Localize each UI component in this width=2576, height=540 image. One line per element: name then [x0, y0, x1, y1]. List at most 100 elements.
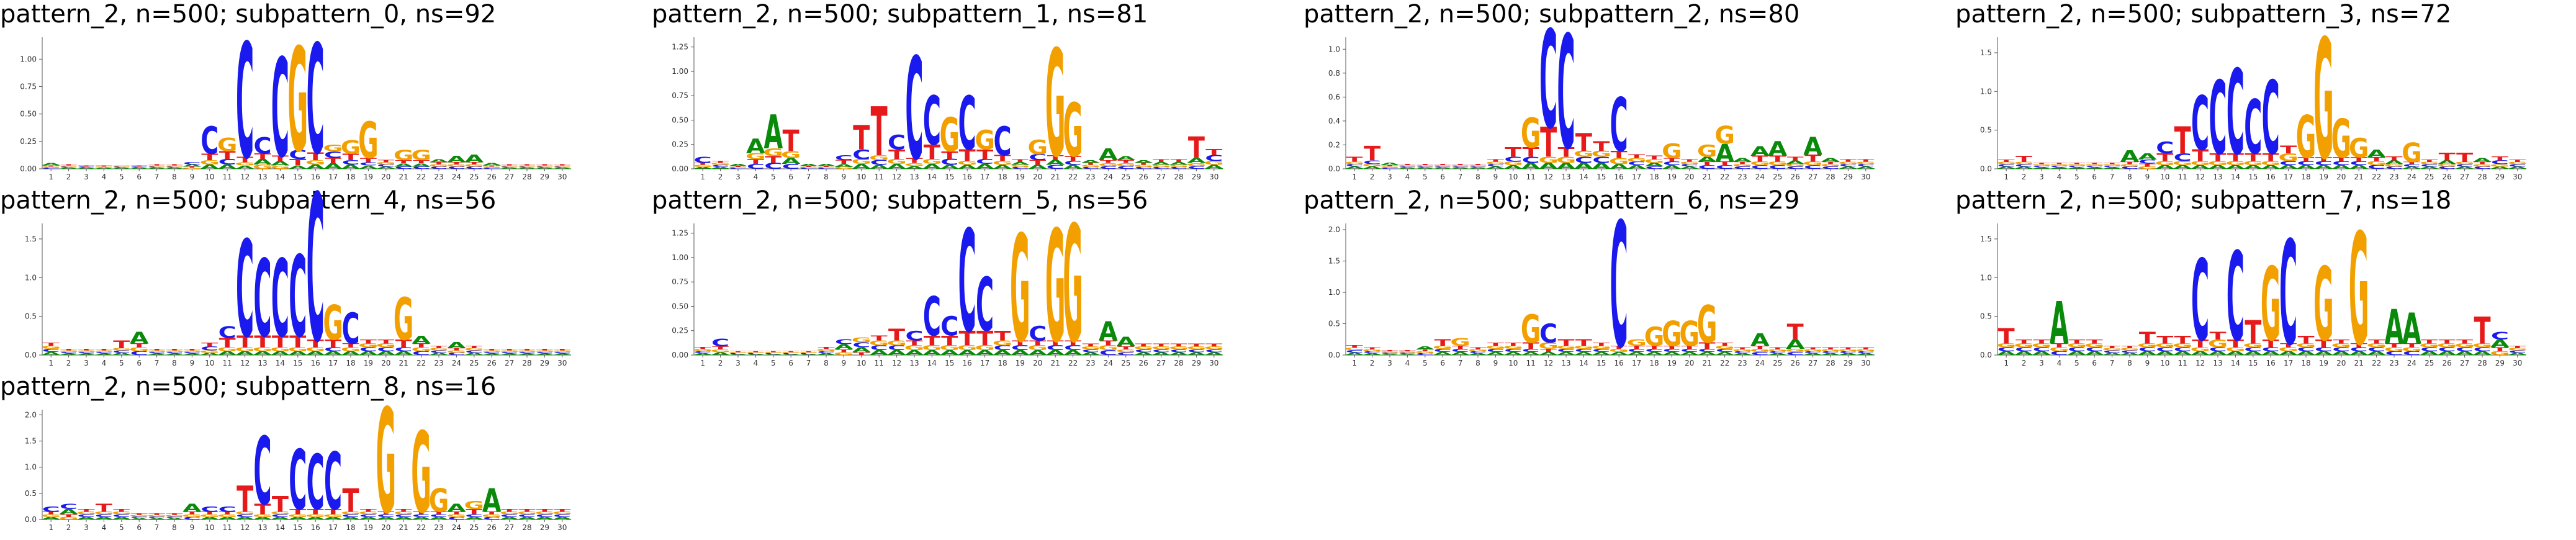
- logo-letter-T: T: [1716, 161, 1734, 166]
- x-tick-label: 21: [399, 359, 408, 367]
- logo-letter-C: C: [553, 513, 571, 518]
- logo-letter-C: C: [835, 154, 853, 162]
- logo-letter-A: A: [1169, 351, 1189, 356]
- logo-letter-T: T: [712, 346, 729, 350]
- logo-letter-G: G: [2349, 200, 2369, 380]
- x-tick-label: 19: [2319, 173, 2328, 181]
- x-tick-label: 16: [1615, 359, 1624, 367]
- x-tick-label: 24: [1755, 173, 1765, 181]
- x-tick-label: 5: [119, 359, 124, 367]
- logo-letter-T: T: [1646, 345, 1663, 350]
- x-tick-label: 19: [364, 359, 373, 367]
- logo-letter-T: T: [1575, 338, 1593, 348]
- logo-letter-G: G: [1098, 344, 1119, 352]
- logo-letter-G: G: [869, 154, 889, 162]
- logo-letter-A: A: [2067, 167, 2086, 169]
- logo-letter-T: T: [430, 161, 448, 165]
- logo-letter-T: T: [254, 152, 271, 161]
- logo-panel-7: pattern_2, n=500; subpattern_7, ns=18 0.…: [1955, 186, 2576, 380]
- logo-letter-C: C: [148, 166, 166, 168]
- x-tick-label: 18: [346, 523, 355, 532]
- logo-letter-C: C: [359, 513, 377, 518]
- logo-letter-G: G: [1380, 166, 1400, 168]
- x-tick-label: 23: [434, 523, 443, 532]
- x-tick-label: 15: [1596, 359, 1606, 367]
- logo-letter-A: A: [1856, 353, 1875, 356]
- x-tick-label: 16: [963, 173, 972, 181]
- logo-letter-C: C: [1768, 351, 1786, 354]
- y-tick-label: 0.0: [1328, 164, 1340, 173]
- logo-letter-C: C: [1522, 155, 1540, 164]
- y-tick-label: 0.0: [1980, 164, 1992, 173]
- logo-letter-C: C: [307, 13, 325, 188]
- logo-letter-A: A: [482, 482, 502, 520]
- logo-letter-A: A: [729, 163, 748, 166]
- logo-letter-C: C: [729, 168, 747, 169]
- logo-letter-C: C: [1398, 166, 1416, 168]
- y-tick-label: 1.25: [672, 229, 688, 238]
- logo-letter-T: T: [131, 342, 148, 348]
- logo-letter-T: T: [96, 348, 113, 351]
- logo-letter-A: A: [1539, 351, 1558, 356]
- x-tick-label: 4: [102, 359, 107, 367]
- logo-letter-A: A: [2191, 350, 2210, 356]
- x-tick-label: 12: [240, 173, 250, 181]
- logo-letter-A: A: [94, 353, 114, 356]
- logo-letter-T: T: [2015, 338, 2033, 344]
- logo-letter-A: A: [77, 353, 96, 356]
- logo-letter-T: T: [1452, 164, 1469, 166]
- logo-letter-C: C: [958, 81, 976, 167]
- logo-letter-C: C: [1680, 163, 1698, 167]
- logo-letter-G: G: [146, 165, 167, 167]
- logo-letter-A: A: [2297, 164, 2317, 170]
- logo-letter-G: G: [464, 164, 485, 168]
- logo-letter-C: C: [694, 156, 712, 165]
- x-tick-label: 14: [1579, 359, 1588, 367]
- logo-letter-T: T: [2474, 161, 2491, 165]
- logo-letter-C: C: [236, 513, 254, 518]
- x-tick-label: 7: [1458, 173, 1463, 181]
- logo-letter-C: C: [2315, 346, 2333, 353]
- logo-letter-G: G: [728, 166, 749, 168]
- logo-letter-C: C: [377, 513, 395, 518]
- logo-letter-A: A: [1362, 166, 1382, 169]
- logo-letter-A: A: [1821, 353, 1840, 356]
- logo-letter-C: C: [2156, 346, 2174, 353]
- x-tick-label: 4: [2057, 173, 2062, 181]
- logo-letter-G: G: [270, 511, 290, 515]
- logo-letter-A: A: [1345, 352, 1364, 356]
- logo-letter-G: G: [1768, 161, 1788, 166]
- logo-letter-C: C: [1011, 344, 1029, 352]
- x-tick-label: 19: [1016, 359, 1025, 367]
- logo-letter-A: A: [763, 106, 783, 160]
- logo-letter-T: T: [853, 351, 870, 356]
- logo-letter-C: C: [448, 516, 466, 521]
- x-tick-label: 7: [155, 173, 160, 181]
- logo-letter-A: A: [552, 168, 572, 169]
- logo-letter-T: T: [43, 511, 60, 515]
- x-tick-label: 15: [945, 173, 954, 181]
- logo-letter-G: G: [1450, 336, 1470, 348]
- logo-letter-C: C: [1169, 166, 1187, 169]
- x-tick-label: 24: [452, 173, 461, 181]
- x-tick-label: 10: [857, 173, 866, 181]
- logo-letter-T: T: [554, 164, 571, 166]
- y-tick-label: 1.0: [1328, 45, 1340, 53]
- logo-letter-A: A: [394, 350, 414, 356]
- logo-letter-C: C: [2174, 151, 2192, 164]
- logo-letter-T: T: [1399, 164, 1416, 166]
- x-tick-label: 13: [1561, 173, 1570, 181]
- logo-letter-A: A: [2297, 350, 2317, 356]
- logo-letter-G: G: [2454, 342, 2475, 348]
- logo-letter-G: G: [922, 158, 942, 166]
- logo-panel-2: pattern_2, n=500; subpattern_2, ns=80 0.…: [1304, 0, 1924, 186]
- x-tick-label: 5: [119, 173, 124, 181]
- logo-letter-A: A: [2050, 290, 2069, 358]
- logo-letter-G: G: [499, 165, 520, 167]
- logo-letter-T: T: [2139, 163, 2156, 168]
- x-tick-label: 30: [1861, 359, 1870, 367]
- logo-letter-A: A: [1503, 164, 1523, 170]
- logo-letter-G: G: [1838, 349, 1858, 352]
- logo-letter-G: G: [482, 166, 502, 168]
- x-tick-label: 18: [1649, 359, 1659, 367]
